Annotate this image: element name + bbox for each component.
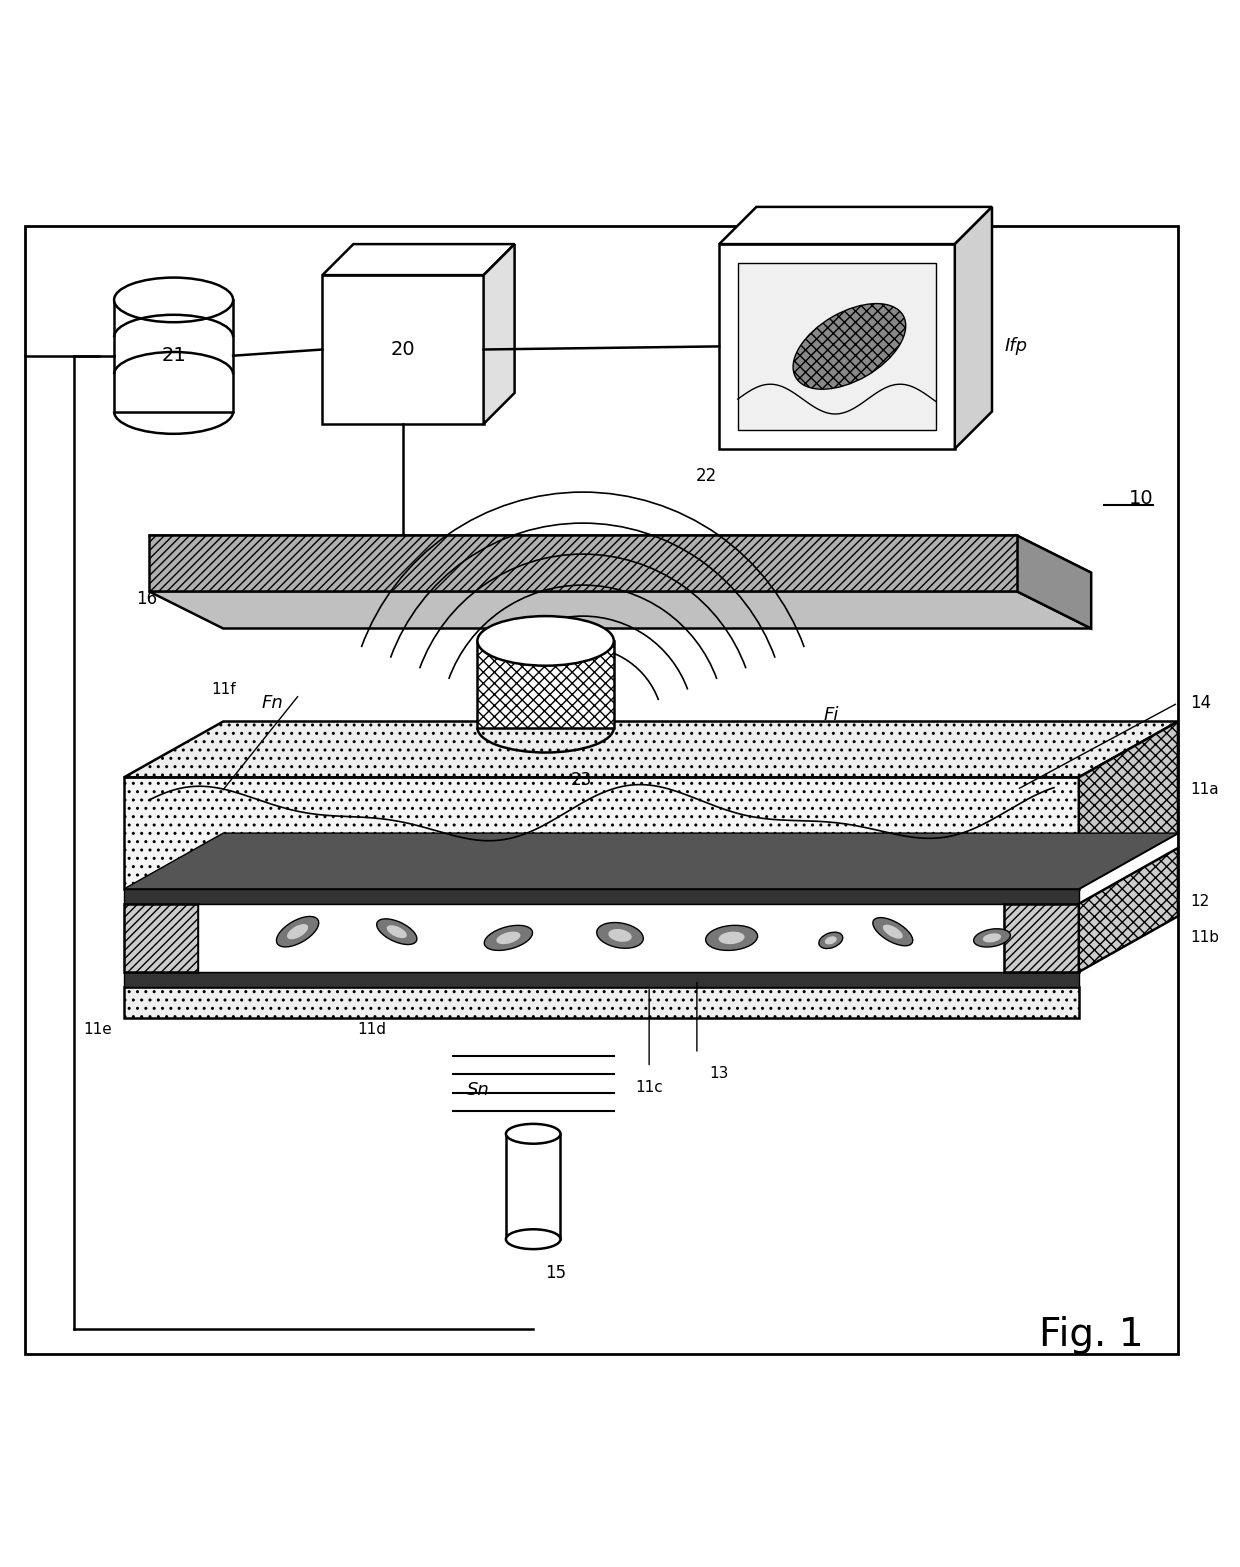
Text: 12: 12 <box>1190 893 1210 909</box>
Ellipse shape <box>506 1124 560 1144</box>
Text: 21: 21 <box>161 346 186 365</box>
Polygon shape <box>124 904 198 972</box>
Polygon shape <box>124 972 1079 987</box>
Ellipse shape <box>609 929 631 942</box>
Ellipse shape <box>477 616 614 666</box>
Polygon shape <box>1079 721 1178 888</box>
Text: Fi: Fi <box>823 707 838 724</box>
Ellipse shape <box>973 929 1011 946</box>
Text: 20: 20 <box>391 340 415 359</box>
Ellipse shape <box>377 918 417 945</box>
Ellipse shape <box>818 932 843 948</box>
Ellipse shape <box>596 923 644 948</box>
FancyBboxPatch shape <box>506 1135 560 1239</box>
FancyBboxPatch shape <box>25 226 1178 1354</box>
Polygon shape <box>149 536 1091 572</box>
Ellipse shape <box>277 917 319 946</box>
Text: 13: 13 <box>709 1066 729 1081</box>
Ellipse shape <box>873 918 913 946</box>
Ellipse shape <box>794 304 905 389</box>
Text: 11c: 11c <box>635 1080 663 1095</box>
Ellipse shape <box>496 932 521 945</box>
Ellipse shape <box>825 935 837 945</box>
Text: 14: 14 <box>1190 694 1211 711</box>
Text: 11d: 11d <box>357 1022 387 1037</box>
Polygon shape <box>719 207 992 244</box>
Text: Fn: Fn <box>262 694 284 711</box>
Text: 23: 23 <box>570 771 591 790</box>
Text: Fig. 1: Fig. 1 <box>1039 1316 1143 1354</box>
FancyBboxPatch shape <box>114 299 233 412</box>
Text: 11a: 11a <box>1190 782 1219 798</box>
Ellipse shape <box>114 277 233 323</box>
Polygon shape <box>149 536 1017 591</box>
FancyBboxPatch shape <box>477 641 614 727</box>
Polygon shape <box>484 244 515 425</box>
Text: 15: 15 <box>546 1265 567 1282</box>
Polygon shape <box>322 244 515 276</box>
Text: 11b: 11b <box>1190 931 1219 945</box>
Polygon shape <box>124 987 1079 1019</box>
Polygon shape <box>198 904 1004 972</box>
Polygon shape <box>149 591 1091 628</box>
Ellipse shape <box>485 926 532 951</box>
Text: Sn: Sn <box>467 1081 490 1100</box>
Text: 16: 16 <box>136 589 157 608</box>
Ellipse shape <box>706 926 758 951</box>
Text: 10: 10 <box>1128 489 1153 508</box>
Text: Ifp: Ifp <box>1004 337 1028 356</box>
Polygon shape <box>955 207 992 448</box>
Text: 11f: 11f <box>211 682 236 697</box>
Ellipse shape <box>286 925 309 939</box>
Text: 22: 22 <box>696 467 718 486</box>
Polygon shape <box>124 834 1178 888</box>
Polygon shape <box>124 777 1079 888</box>
Ellipse shape <box>883 925 903 939</box>
Polygon shape <box>1017 536 1091 628</box>
Polygon shape <box>1079 848 1178 972</box>
Ellipse shape <box>387 925 407 939</box>
Polygon shape <box>124 721 1178 777</box>
FancyBboxPatch shape <box>719 244 955 448</box>
Ellipse shape <box>719 932 744 945</box>
FancyBboxPatch shape <box>738 263 936 429</box>
FancyBboxPatch shape <box>322 276 484 425</box>
Ellipse shape <box>983 934 1001 942</box>
Ellipse shape <box>506 1229 560 1249</box>
Polygon shape <box>124 888 1079 904</box>
Polygon shape <box>1004 904 1079 972</box>
Text: 11e: 11e <box>83 1022 112 1037</box>
